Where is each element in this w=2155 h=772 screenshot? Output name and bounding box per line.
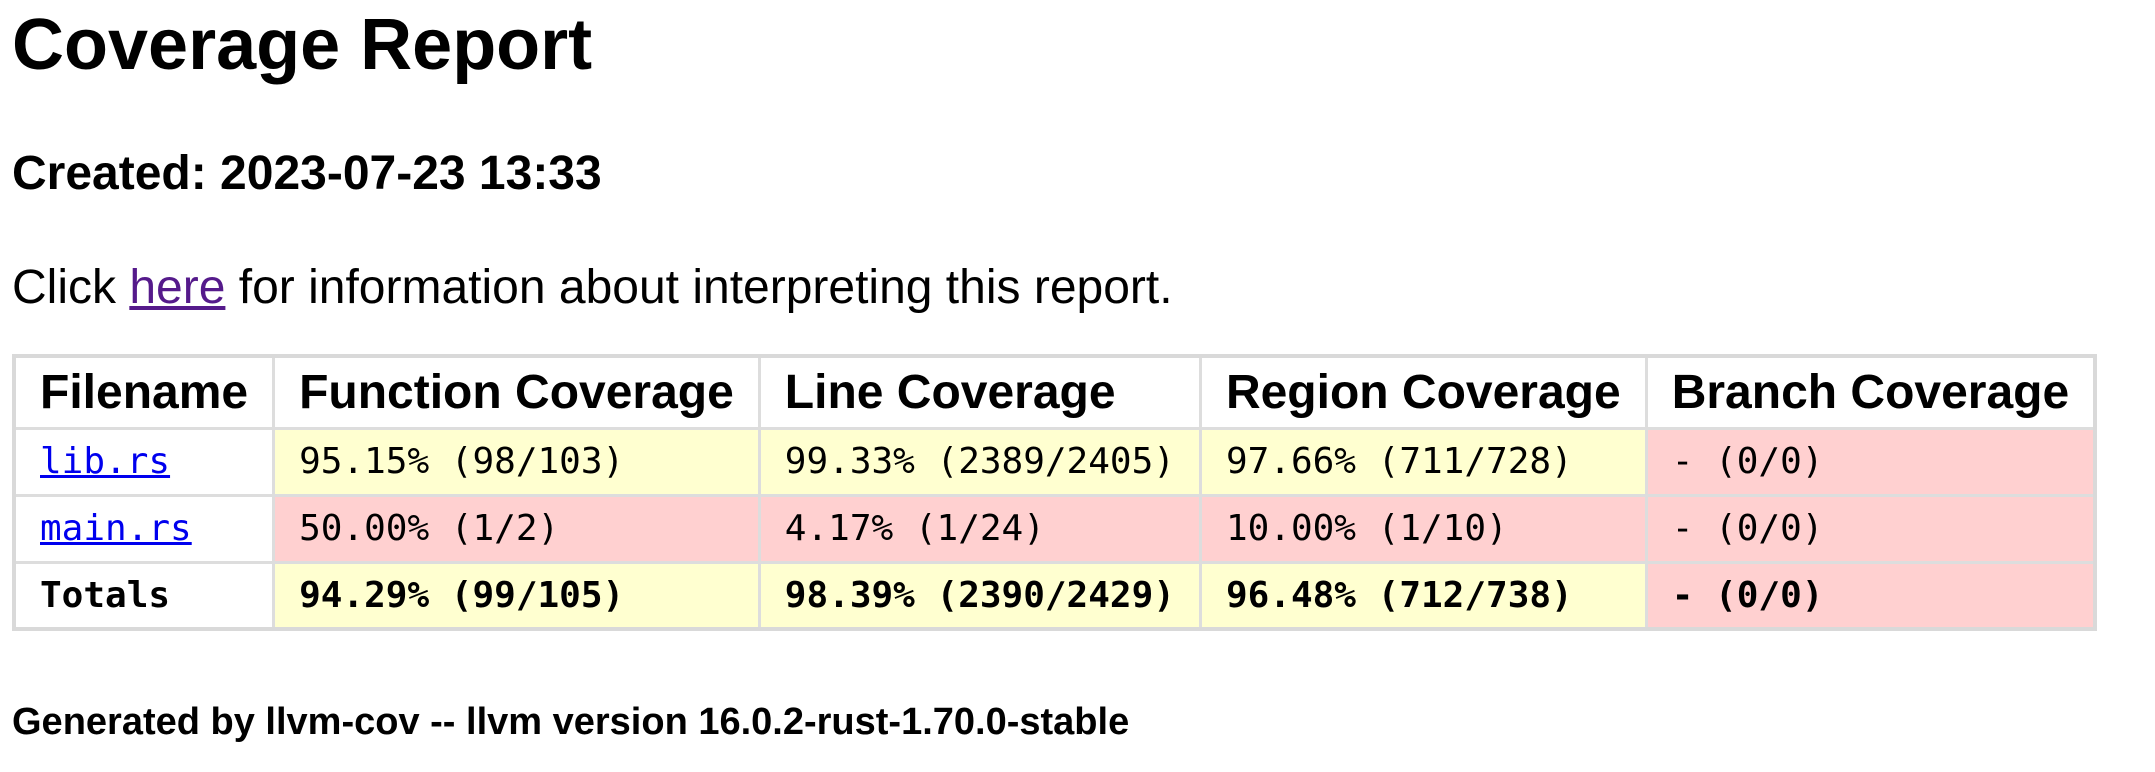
function-coverage-cell: 95.15% (98/103) <box>272 426 761 497</box>
line-coverage-cell: 4.17% (1/24) <box>757 493 1202 564</box>
page-title: Coverage Report <box>12 5 593 85</box>
header-region-coverage: Region Coverage <box>1198 354 1648 430</box>
table-row: lib.rs 95.15% (98/103) 99.33% (2389/2405… <box>12 426 2097 497</box>
branch-coverage-cell: - (0/0) <box>1644 426 2097 497</box>
region-coverage-cell: 10.00% (1/10) <box>1198 493 1648 564</box>
totals-branch-coverage: - (0/0) <box>1644 560 2097 631</box>
help-link[interactable]: here <box>129 261 226 314</box>
header-line-coverage: Line Coverage <box>757 354 1202 430</box>
totals-function-coverage: 94.29% (99/105) <box>272 560 761 631</box>
created-date: Created: 2023-07-23 13:33 <box>12 147 602 200</box>
branch-coverage-cell: - (0/0) <box>1644 493 2097 564</box>
line-coverage-cell: 99.33% (2389/2405) <box>757 426 1202 497</box>
region-coverage-cell: 97.66% (711/728) <box>1198 426 1648 497</box>
totals-line-coverage: 98.39% (2390/2429) <box>757 560 1202 631</box>
header-branch-coverage: Branch Coverage <box>1644 354 2097 430</box>
info-prefix: Click <box>12 261 130 314</box>
header-filename: Filename <box>12 354 276 430</box>
function-coverage-cell: 50.00% (1/2) <box>272 493 761 564</box>
info-text: Click here for information about interpr… <box>12 260 2143 316</box>
table-header-row: Filename Function Coverage Line Coverage… <box>12 354 2097 430</box>
header-function-coverage: Function Coverage <box>272 354 761 430</box>
totals-region-coverage: 96.48% (712/738) <box>1198 560 1648 631</box>
footer-generated-by: Generated by llvm-cov -- llvm version 16… <box>12 701 1130 743</box>
filename-cell: lib.rs <box>12 426 276 497</box>
totals-row: Totals 94.29% (99/105) 98.39% (2390/2429… <box>12 560 2097 631</box>
info-suffix: for information about interpreting this … <box>225 261 1173 314</box>
file-link-lib-rs[interactable]: lib.rs <box>40 441 171 482</box>
file-link-main-rs[interactable]: main.rs <box>40 508 192 549</box>
coverage-table: Filename Function Coverage Line Coverage… <box>12 354 2098 631</box>
totals-label: Totals <box>12 560 276 631</box>
filename-cell: main.rs <box>12 493 276 564</box>
table-row: main.rs 50.00% (1/2) 4.17% (1/24) 10.00%… <box>12 493 2097 564</box>
